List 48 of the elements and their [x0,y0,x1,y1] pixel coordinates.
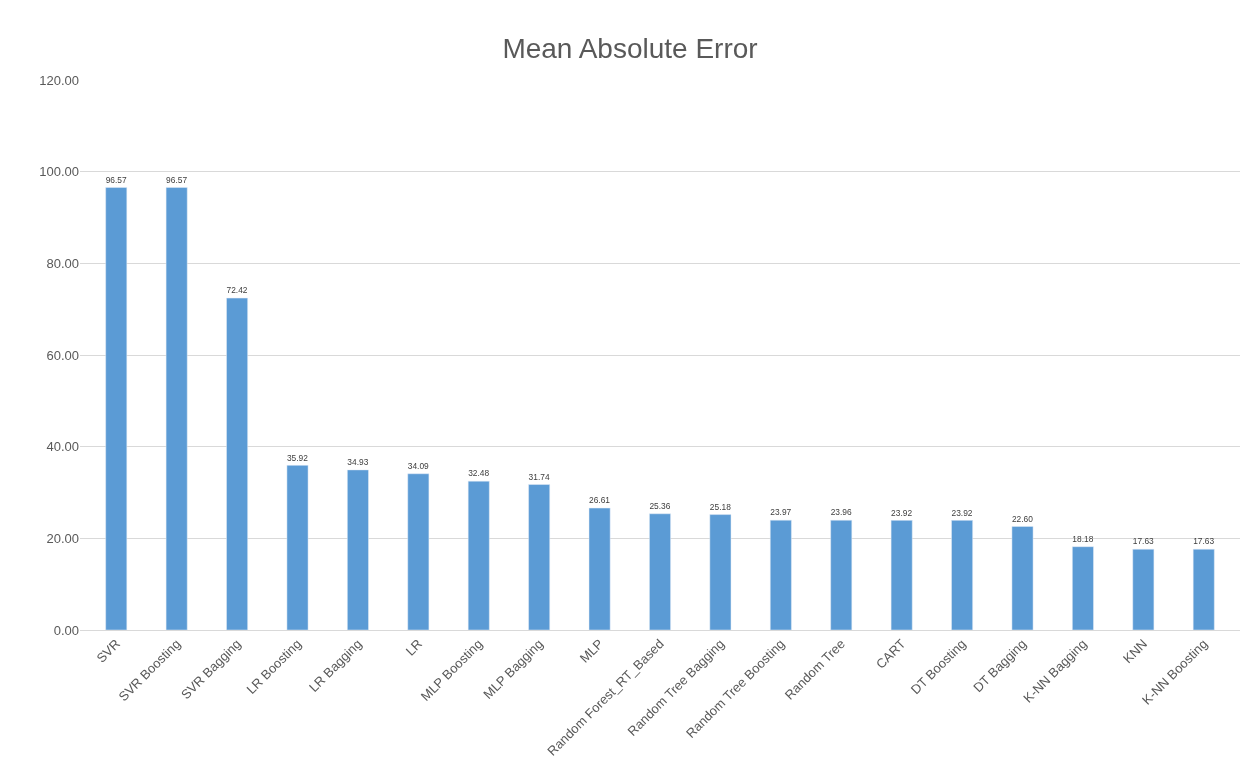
data-label: 22.60 [1011,513,1034,524]
bar [649,513,671,630]
data-label: 25.18 [709,501,732,512]
bar [286,465,309,630]
data-label: 34.09 [407,460,430,471]
data-label: 26.61 [589,495,611,506]
bar [226,297,248,630]
bar [165,187,188,630]
bar [467,480,490,630]
y-tick-label: 60.00 [46,347,79,363]
chart-title: Mean Absolute Error [502,33,758,65]
bar [951,520,973,630]
data-label: 34.93 [347,457,369,468]
data-label: 35.92 [286,452,309,463]
x-tick-label: LR [402,636,426,659]
bar [830,519,853,630]
data-label: 32.48 [468,468,490,479]
bar [407,473,430,630]
data-label: 17.63 [1193,536,1215,547]
data-label: 23.92 [951,507,973,518]
data-label: 17.63 [1132,536,1155,547]
bar [1192,548,1215,630]
bar [347,469,369,630]
y-tick-label: 0.00 [53,622,79,638]
data-label: 96.57 [105,174,128,185]
data-label: 96.57 [166,174,188,185]
bar [770,519,792,630]
data-label: 31.74 [528,471,550,482]
data-label: 25.36 [649,500,671,511]
bar [1132,548,1155,630]
bar [1072,546,1094,630]
bar [105,187,128,630]
bar [709,514,732,630]
y-tick-label: 100.00 [39,164,79,180]
data-label: 23.92 [891,507,913,518]
data-label: 18.18 [1072,533,1094,544]
y-tick-label: 120.00 [39,72,79,88]
x-tick-label: SVR [93,636,123,666]
y-tick-label: 40.00 [46,439,79,455]
data-label: 23.96 [830,507,853,518]
bar [528,484,550,630]
y-tick-label: 20.00 [46,530,79,546]
bar [588,507,611,630]
data-label: 23.97 [770,507,792,518]
data-label: 72.42 [226,285,248,296]
y-tick-label: 80.00 [46,255,79,271]
bar [1011,526,1034,630]
bar [890,520,913,630]
